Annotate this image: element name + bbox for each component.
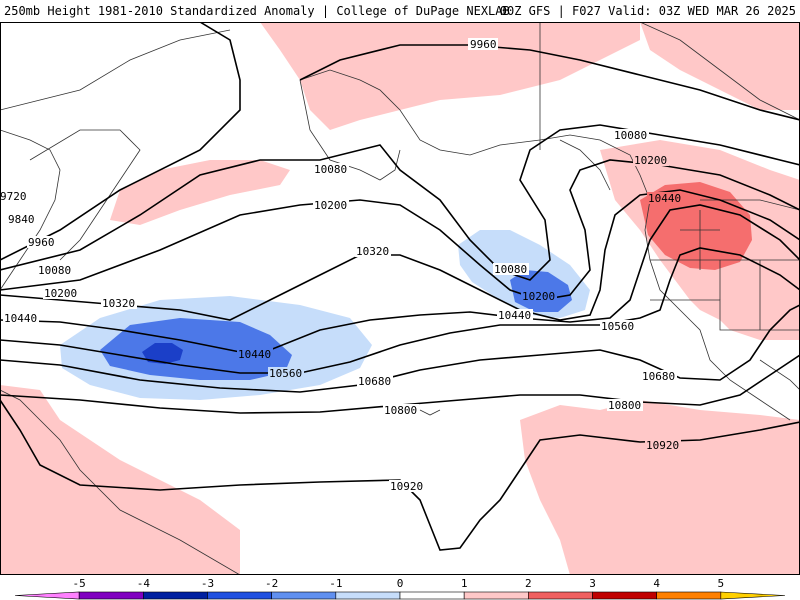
- left-edge-labels: 9720 9840 9960 10080 10200 10440: [0, 190, 79, 325]
- label-10320-a: 10320: [356, 245, 389, 258]
- colorbar-tick-label: 0: [397, 577, 404, 590]
- contour-10800: [0, 354, 800, 414]
- left-label-9960: 9960: [28, 236, 55, 249]
- map-title: 250mb Height 1981-2010 Standardized Anom…: [4, 4, 510, 18]
- contour-10560: [0, 247, 800, 374]
- colorbar-tick-label: -3: [201, 577, 214, 590]
- positive-anomaly-shading: [0, 22, 800, 575]
- colorbar-segment: [463, 591, 529, 600]
- weather-map: 9960 10080 10080 10080 10200 10200 10200…: [0, 22, 800, 575]
- label-10920-b: 10920: [646, 439, 679, 452]
- contour-10920: [0, 399, 800, 551]
- label-10440-c: 10440: [648, 192, 681, 205]
- colorbar-segment: [720, 591, 786, 600]
- strong-negative-anomaly: [142, 343, 183, 364]
- label-10200-a: 10200: [314, 199, 347, 212]
- colorbar-segment: [399, 591, 465, 600]
- colorbar-tick-label: 5: [718, 577, 725, 590]
- label-10800-a: 10800: [384, 404, 417, 417]
- colorbar-segment: [78, 591, 144, 600]
- left-label-9840: 9840: [8, 213, 35, 226]
- label-10200-b: 10200: [522, 290, 555, 303]
- label-10680-a: 10680: [358, 375, 391, 388]
- label-10080-b: 10080: [494, 263, 527, 276]
- contour-10680: [0, 304, 800, 393]
- colorbar-segment: [592, 591, 657, 600]
- colorbar-tick-label: 2: [525, 577, 532, 590]
- colorbar-segment: [271, 591, 337, 600]
- label-10080-c: 10080: [614, 129, 647, 142]
- label-10440-b: 10440: [498, 309, 531, 322]
- left-label-10200: 10200: [44, 287, 77, 300]
- colorbar-tick-label: 3: [589, 577, 596, 590]
- colorbar-tick-label: -1: [329, 577, 342, 590]
- run-valid-time: 00Z GFS | F027 Valid: 03Z WED MAR 26 202…: [499, 4, 796, 18]
- left-label-9720: 9720: [0, 190, 27, 203]
- colorbar-segment: [207, 591, 272, 600]
- left-label-10080: 10080: [38, 264, 71, 277]
- label-10560-a: 10560: [269, 367, 302, 380]
- colorbar-segment: [335, 591, 401, 600]
- coastlines: [0, 22, 800, 575]
- colorbar-segment: [656, 591, 722, 600]
- colorbar-tick-label: 1: [461, 577, 468, 590]
- map-header: 250mb Height 1981-2010 Standardized Anom…: [0, 0, 800, 22]
- label-10680-b: 10680: [642, 370, 675, 383]
- label-10440-a: 10440: [238, 348, 271, 361]
- colorbar-tick-label: -4: [137, 577, 151, 590]
- colorbar-segment: [143, 591, 208, 600]
- anomaly-colorbar: -5 -4 -3 -2 -1 0 1 2 3 4 5: [0, 575, 800, 600]
- colorbar-segment: [528, 591, 593, 600]
- contour-9960: [0, 22, 800, 261]
- label-10560-b: 10560: [601, 320, 634, 333]
- label-10920-a: 10920: [390, 480, 423, 493]
- colorbar-tick-label: -5: [73, 577, 86, 590]
- colorbar-tick-label: -2: [265, 577, 278, 590]
- label-10200-c: 10200: [634, 154, 667, 167]
- label-10320-b: 10320: [102, 297, 135, 310]
- label-10800-b: 10800: [608, 399, 641, 412]
- colorbar-tick-label: 4: [653, 577, 660, 590]
- left-label-10440: 10440: [4, 312, 37, 325]
- label-9960: 9960: [470, 38, 497, 51]
- contour-labels: 9960 10080 10080 10080 10200 10200 10200…: [101, 38, 683, 493]
- label-10080-a: 10080: [314, 163, 347, 176]
- colorbar-segment: [14, 591, 80, 600]
